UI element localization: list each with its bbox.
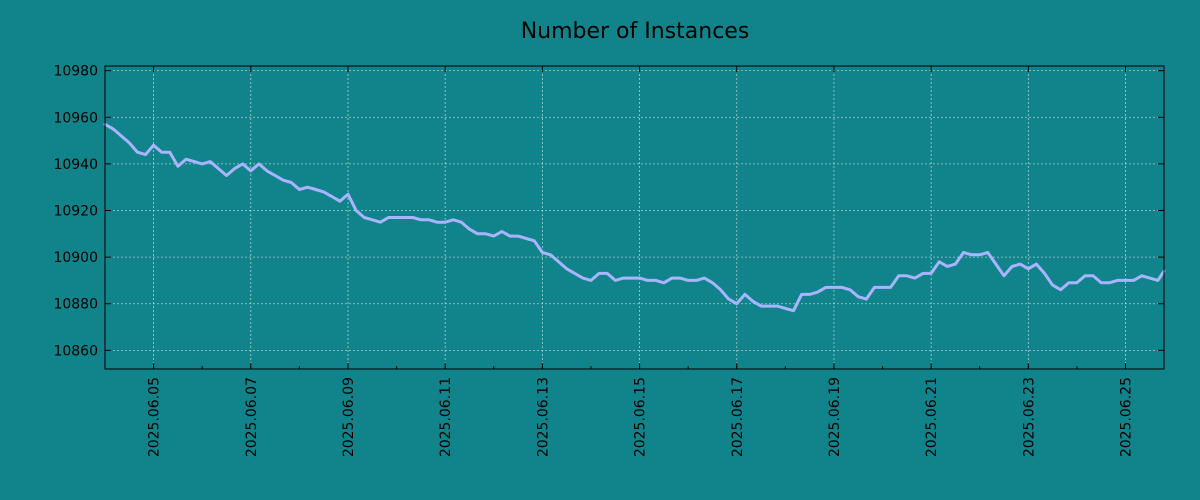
chart-title: Number of Instances bbox=[521, 19, 750, 44]
y-tick-label: 10880 bbox=[53, 297, 98, 313]
x-tick-label: 2025.06.07 bbox=[244, 377, 260, 457]
ticks-layer: 10860 10880 10900 10920 10940 10960 10980 2025.… bbox=[53, 64, 1164, 457]
x-tick-label: 2025.06.11 bbox=[438, 377, 454, 457]
x-tick-label: 2025.06.25 bbox=[1119, 377, 1135, 457]
x-tick-label: 2025.06.09 bbox=[341, 377, 357, 457]
y-tick-label: 10920 bbox=[53, 204, 98, 220]
series-line-0 bbox=[103, 122, 1166, 313]
y-tick-label: 10860 bbox=[53, 343, 98, 359]
x-tick-label: 2025.06.05 bbox=[147, 377, 163, 457]
y-tick-label: 10900 bbox=[53, 250, 98, 266]
x-tick-label: 2025.06.15 bbox=[633, 377, 649, 457]
y-tick-label: 10960 bbox=[53, 110, 98, 126]
x-tick-label: 2025.06.21 bbox=[924, 377, 940, 457]
series-layer bbox=[103, 122, 1166, 313]
grid-layer bbox=[105, 66, 1164, 369]
plot-frame bbox=[104, 65, 1165, 370]
x-tick-label: 2025.06.19 bbox=[827, 377, 843, 457]
x-tick-label: 2025.06.23 bbox=[1021, 377, 1037, 457]
x-tick-label: 2025.06.13 bbox=[535, 377, 551, 457]
y-tick-label: 10980 bbox=[53, 64, 98, 80]
y-tick-label: 10940 bbox=[53, 157, 98, 173]
x-tick-label: 2025.06.17 bbox=[730, 377, 746, 457]
